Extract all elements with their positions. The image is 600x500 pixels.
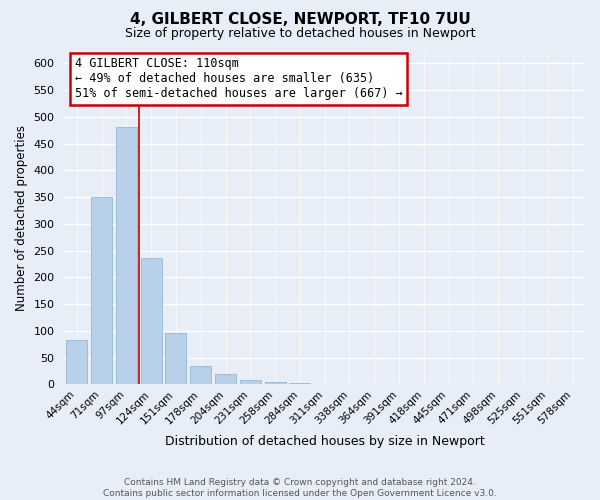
Text: Size of property relative to detached houses in Newport: Size of property relative to detached ho…: [125, 28, 475, 40]
Bar: [116, 128, 137, 384]
Y-axis label: Number of detached properties: Number of detached properties: [15, 126, 28, 312]
Bar: [215, 374, 236, 384]
Bar: [140, 258, 162, 384]
Bar: [190, 366, 211, 384]
Bar: [240, 380, 261, 384]
Bar: [166, 332, 187, 384]
Text: Contains HM Land Registry data © Crown copyright and database right 2024.
Contai: Contains HM Land Registry data © Crown c…: [103, 478, 497, 498]
Bar: [66, 340, 88, 384]
X-axis label: Distribution of detached houses by size in Newport: Distribution of detached houses by size …: [165, 434, 485, 448]
Bar: [91, 197, 112, 384]
Text: 4, GILBERT CLOSE, NEWPORT, TF10 7UU: 4, GILBERT CLOSE, NEWPORT, TF10 7UU: [130, 12, 470, 28]
Text: 4 GILBERT CLOSE: 110sqm
← 49% of detached houses are smaller (635)
51% of semi-d: 4 GILBERT CLOSE: 110sqm ← 49% of detache…: [75, 58, 403, 100]
Bar: [289, 383, 310, 384]
Bar: [265, 382, 286, 384]
